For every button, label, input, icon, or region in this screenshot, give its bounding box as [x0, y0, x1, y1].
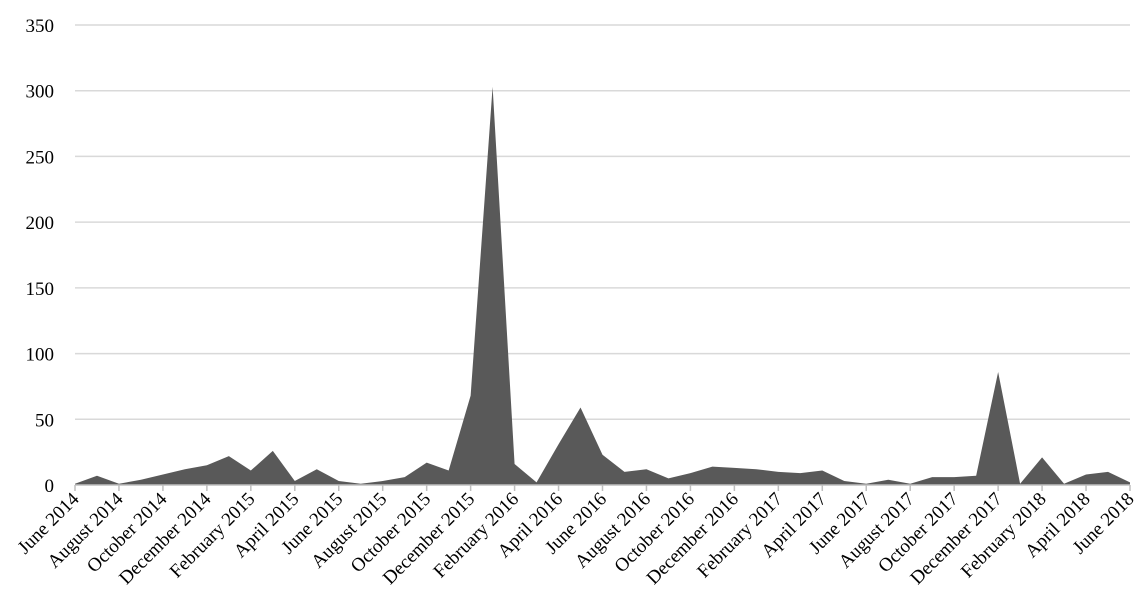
gridlines	[75, 24, 1130, 421]
y-tick-label: 50	[35, 410, 54, 431]
y-tick-label: 0	[45, 476, 55, 497]
y-tick-label: 350	[26, 16, 55, 37]
y-tick-label: 200	[26, 213, 55, 234]
area-fill	[75, 86, 1130, 486]
y-tick-label: 150	[26, 279, 55, 300]
y-tick-label: 300	[26, 82, 55, 103]
y-axis-tick-labels: 0 50 100 150 200 250 300 350	[26, 16, 55, 497]
x-axis	[74, 484, 1131, 491]
y-tick-label: 250	[26, 147, 55, 168]
y-tick-label: 100	[26, 345, 55, 366]
area-series	[75, 86, 1130, 486]
